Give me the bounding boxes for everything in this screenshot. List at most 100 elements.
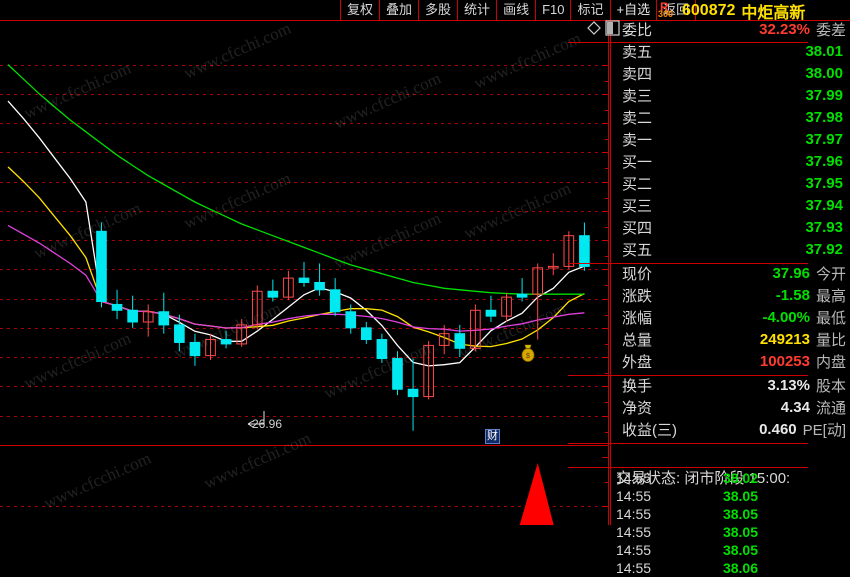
tick-row[interactable]: 14:55 38.05	[610, 523, 850, 541]
stat-2-label: 涨幅	[622, 310, 653, 327]
stat2-1: 净资 4.34 流通	[616, 397, 850, 418]
stat-3: 总量 249213 量比	[616, 329, 850, 350]
bid-row-3[interactable]: 买三 37.94	[616, 195, 850, 216]
money-bag-icon: $	[521, 344, 535, 362]
candle-body	[438, 333, 450, 346]
axis-tick	[602, 94, 609, 95]
bid-row-4-value: 37.93	[805, 219, 843, 236]
panel-left-border	[610, 21, 611, 525]
stat-1-value: -1.58	[775, 287, 810, 304]
panel-separator	[568, 375, 808, 376]
candle-body	[205, 339, 216, 357]
axis-tick	[602, 65, 609, 66]
ask-row-4-value: 38.00	[805, 65, 843, 82]
panel-separator	[568, 443, 808, 444]
tick-row[interactable]: 14:55 38.05	[610, 541, 850, 559]
axis-tick	[602, 269, 609, 270]
gridline	[0, 328, 609, 329]
bid-row-1[interactable]: 买一 37.96	[616, 151, 850, 172]
bid-row-2[interactable]: 买二 37.95	[616, 173, 850, 194]
gridline	[0, 123, 609, 124]
stat-1-right-label: 最高	[815, 288, 846, 305]
stat2-0-label: 换手	[622, 378, 653, 395]
tick-row[interactable]: 14:55 38.05	[610, 505, 850, 523]
r-letter: R	[660, 0, 669, 14]
toolbar-duogu[interactable]: 多股	[418, 0, 459, 20]
axis-tick-minor	[605, 198, 609, 199]
stat2-0-right-label: 股本	[815, 378, 846, 395]
axis-tick	[602, 299, 609, 300]
panel-separator	[568, 467, 808, 468]
candle-body	[236, 324, 248, 345]
tick-price: 38.05	[722, 506, 758, 522]
ask-row-3[interactable]: 卖三 37.99	[616, 85, 850, 106]
toolbar-buttons: 复权 叠加 多股 统计 画线 F10 标记 +自选 返回	[340, 0, 697, 20]
axis-tick	[602, 328, 609, 329]
toolbar-biaoji[interactable]: 标记	[570, 0, 611, 20]
toolbar-zixuan[interactable]: +自选	[609, 0, 658, 20]
ask-row-3-label: 卖三	[622, 88, 653, 105]
candle-body	[579, 235, 590, 267]
volume-gridline	[0, 506, 609, 507]
bid-row-5-label: 买五	[622, 242, 653, 259]
gridline	[0, 152, 609, 153]
low-price-label: 26.96	[252, 417, 283, 431]
candle-body	[111, 303, 123, 311]
candle-body	[376, 339, 388, 360]
tick-price: 38.05	[722, 542, 758, 558]
stat-3-value: 249213	[759, 331, 810, 348]
ask-row-5[interactable]: 卖五 38.01	[616, 41, 850, 62]
ask-row-2[interactable]: 卖二 37.98	[616, 107, 850, 128]
stat2-2-value: 0.460	[759, 421, 797, 438]
stat-4: 外盘 100253 内盘	[616, 351, 850, 372]
gridline	[0, 386, 609, 387]
price-chart[interactable]: www.cfcchi.com www.cfcchi.com www.cfcchi.c…	[0, 21, 609, 525]
ask-row-5-label: 卖五	[622, 44, 653, 61]
candle-body	[127, 309, 138, 323]
ask-row-2-value: 37.98	[805, 109, 843, 126]
axis-tick-minor	[605, 344, 609, 345]
gridline	[0, 94, 609, 95]
weibi-row-label: 委比	[622, 22, 653, 39]
stat-3-label: 总量	[622, 332, 653, 349]
bid-row-2-value: 37.95	[805, 175, 843, 192]
axis-tick-minor	[605, 168, 609, 169]
gridline	[0, 416, 609, 417]
bid-row-3-value: 37.94	[805, 197, 843, 214]
toolbar-fuquan[interactable]: 复权	[340, 0, 381, 20]
tick-row[interactable]: 14:55 38.05	[610, 487, 850, 505]
bid-row-4-label: 买四	[622, 220, 653, 237]
toolbar-diejia[interactable]: 叠加	[379, 0, 420, 20]
candle-body	[563, 235, 575, 267]
tick-row[interactable]: 14:55 38.06	[610, 559, 850, 577]
axis-tick	[602, 182, 609, 183]
ask-row-1[interactable]: 卖一 37.97	[616, 129, 850, 150]
toolbar-huaxian[interactable]: 画线	[496, 0, 537, 20]
bid-row-2-label: 买二	[622, 176, 653, 193]
tick-time: 14:55	[616, 488, 652, 504]
axis-tick-minor	[605, 373, 609, 374]
tick-row[interactable]: 14:55 38.02	[610, 469, 850, 487]
stat2-2-right-label: PE[动]	[802, 422, 846, 439]
gridline	[0, 65, 609, 66]
trading-status: 交易状态: 闭市阶段 15:00:	[616, 469, 791, 487]
ma-line	[7, 100, 585, 367]
candle-body	[423, 344, 434, 398]
panel-separator	[568, 263, 808, 264]
toolbar-tongji[interactable]: 统计	[457, 0, 498, 20]
panel-icons[interactable]	[580, 19, 620, 37]
ask-row-4[interactable]: 卖四 38.00	[616, 63, 850, 84]
bid-row-5[interactable]: 买五 37.92	[616, 239, 850, 260]
candle-body	[345, 311, 357, 329]
ask-row-2-label: 卖二	[622, 110, 653, 127]
axis-tick	[602, 211, 609, 212]
toolbar-fanhui[interactable]: 返回	[656, 0, 697, 20]
toolbar-f10[interactable]: F10	[535, 0, 572, 20]
tick-price: 38.06	[722, 560, 758, 576]
ask-row-5-value: 38.01	[805, 43, 843, 60]
bid-row-4[interactable]: 买四 37.93	[616, 217, 850, 238]
tick-time: 14:55	[616, 560, 652, 576]
gridline	[0, 240, 609, 241]
svg-text:$: $	[526, 353, 530, 360]
